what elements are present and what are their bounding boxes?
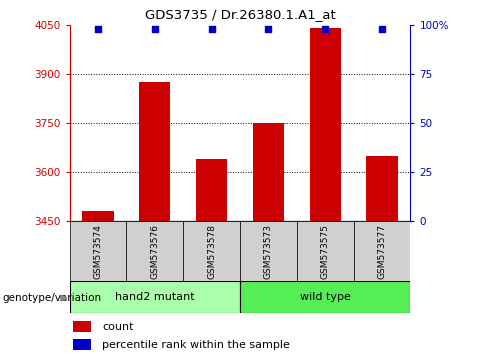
Point: [151, 26, 158, 32]
Text: genotype/variation: genotype/variation: [2, 293, 102, 303]
Text: GSM573575: GSM573575: [321, 224, 330, 279]
Bar: [240, 221, 297, 281]
Bar: [253, 123, 284, 221]
Text: count: count: [102, 322, 133, 332]
Bar: [366, 156, 397, 221]
Point: [378, 26, 386, 32]
Bar: [73, 321, 91, 332]
Text: GSM573577: GSM573577: [377, 224, 386, 279]
Bar: [70, 281, 240, 313]
Bar: [240, 281, 410, 313]
Point: [321, 26, 329, 32]
Text: percentile rank within the sample: percentile rank within the sample: [102, 340, 290, 350]
Text: GSM573576: GSM573576: [150, 224, 159, 279]
Bar: [183, 221, 240, 281]
Bar: [73, 339, 91, 350]
Point: [208, 26, 216, 32]
Bar: [354, 221, 410, 281]
Bar: [310, 28, 341, 221]
Text: GSM573574: GSM573574: [94, 224, 103, 279]
Text: wild type: wild type: [300, 292, 350, 302]
Text: GSM573573: GSM573573: [264, 224, 273, 279]
Bar: [83, 211, 114, 221]
Bar: [297, 221, 354, 281]
Bar: [126, 221, 183, 281]
Point: [94, 26, 102, 32]
Text: GSM573578: GSM573578: [207, 224, 216, 279]
Bar: [139, 82, 170, 221]
Point: [264, 26, 272, 32]
Bar: [196, 159, 227, 221]
Title: GDS3735 / Dr.26380.1.A1_at: GDS3735 / Dr.26380.1.A1_at: [144, 8, 336, 21]
Bar: [70, 221, 126, 281]
Text: hand2 mutant: hand2 mutant: [115, 292, 194, 302]
